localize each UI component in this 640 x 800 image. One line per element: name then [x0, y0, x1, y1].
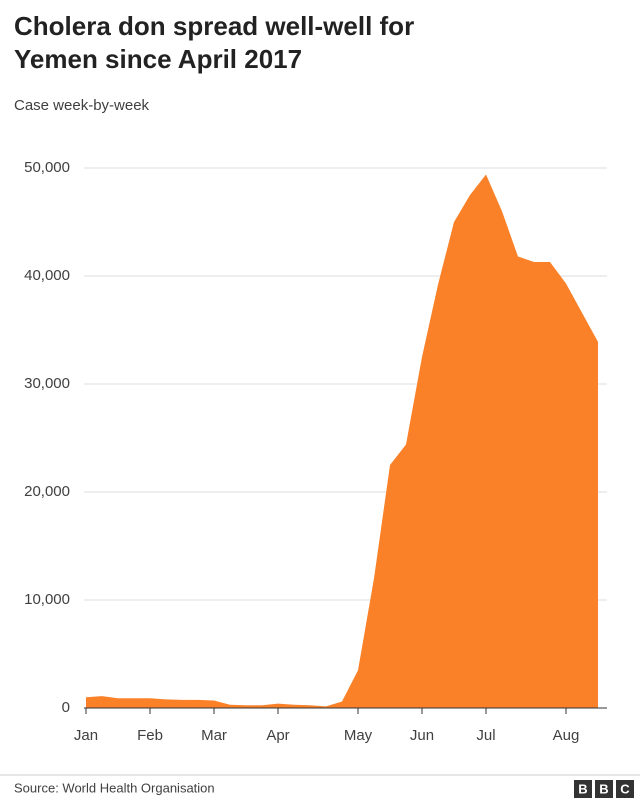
y-tick-label: 30,000: [24, 375, 70, 392]
x-tick-label: Mar: [201, 727, 227, 744]
area: [86, 174, 598, 709]
x-tick-label: May: [344, 727, 373, 744]
x-tick-label: Feb: [137, 727, 163, 744]
logo-letter: B: [578, 781, 587, 796]
x-tick-label: Jun: [410, 727, 434, 744]
chart-title: Cholera don spread well-well for: [14, 11, 414, 41]
y-tick-label: 50,000: [24, 159, 70, 176]
x-tick-label: Aug: [553, 727, 580, 744]
logo-letter: C: [620, 781, 630, 796]
y-tick-label: 40,000: [24, 267, 70, 284]
y-tick-label: 10,000: [24, 591, 70, 608]
y-tick-label: 0: [62, 699, 70, 716]
x-tick-label: Jul: [476, 727, 495, 744]
x-tick-label: Jan: [74, 727, 98, 744]
logo-box: [616, 780, 634, 798]
logo-box: [574, 780, 592, 798]
y-tick-label: 20,000: [24, 483, 70, 500]
logo-box: [595, 780, 613, 798]
chart-subtitle: Case week-by-week: [14, 97, 150, 114]
source: Source: World Health Organisation: [14, 780, 215, 795]
logo-letter: B: [599, 781, 608, 796]
chart-title: Yemen since April 2017: [14, 44, 302, 74]
x-tick-label: Apr: [266, 727, 289, 744]
